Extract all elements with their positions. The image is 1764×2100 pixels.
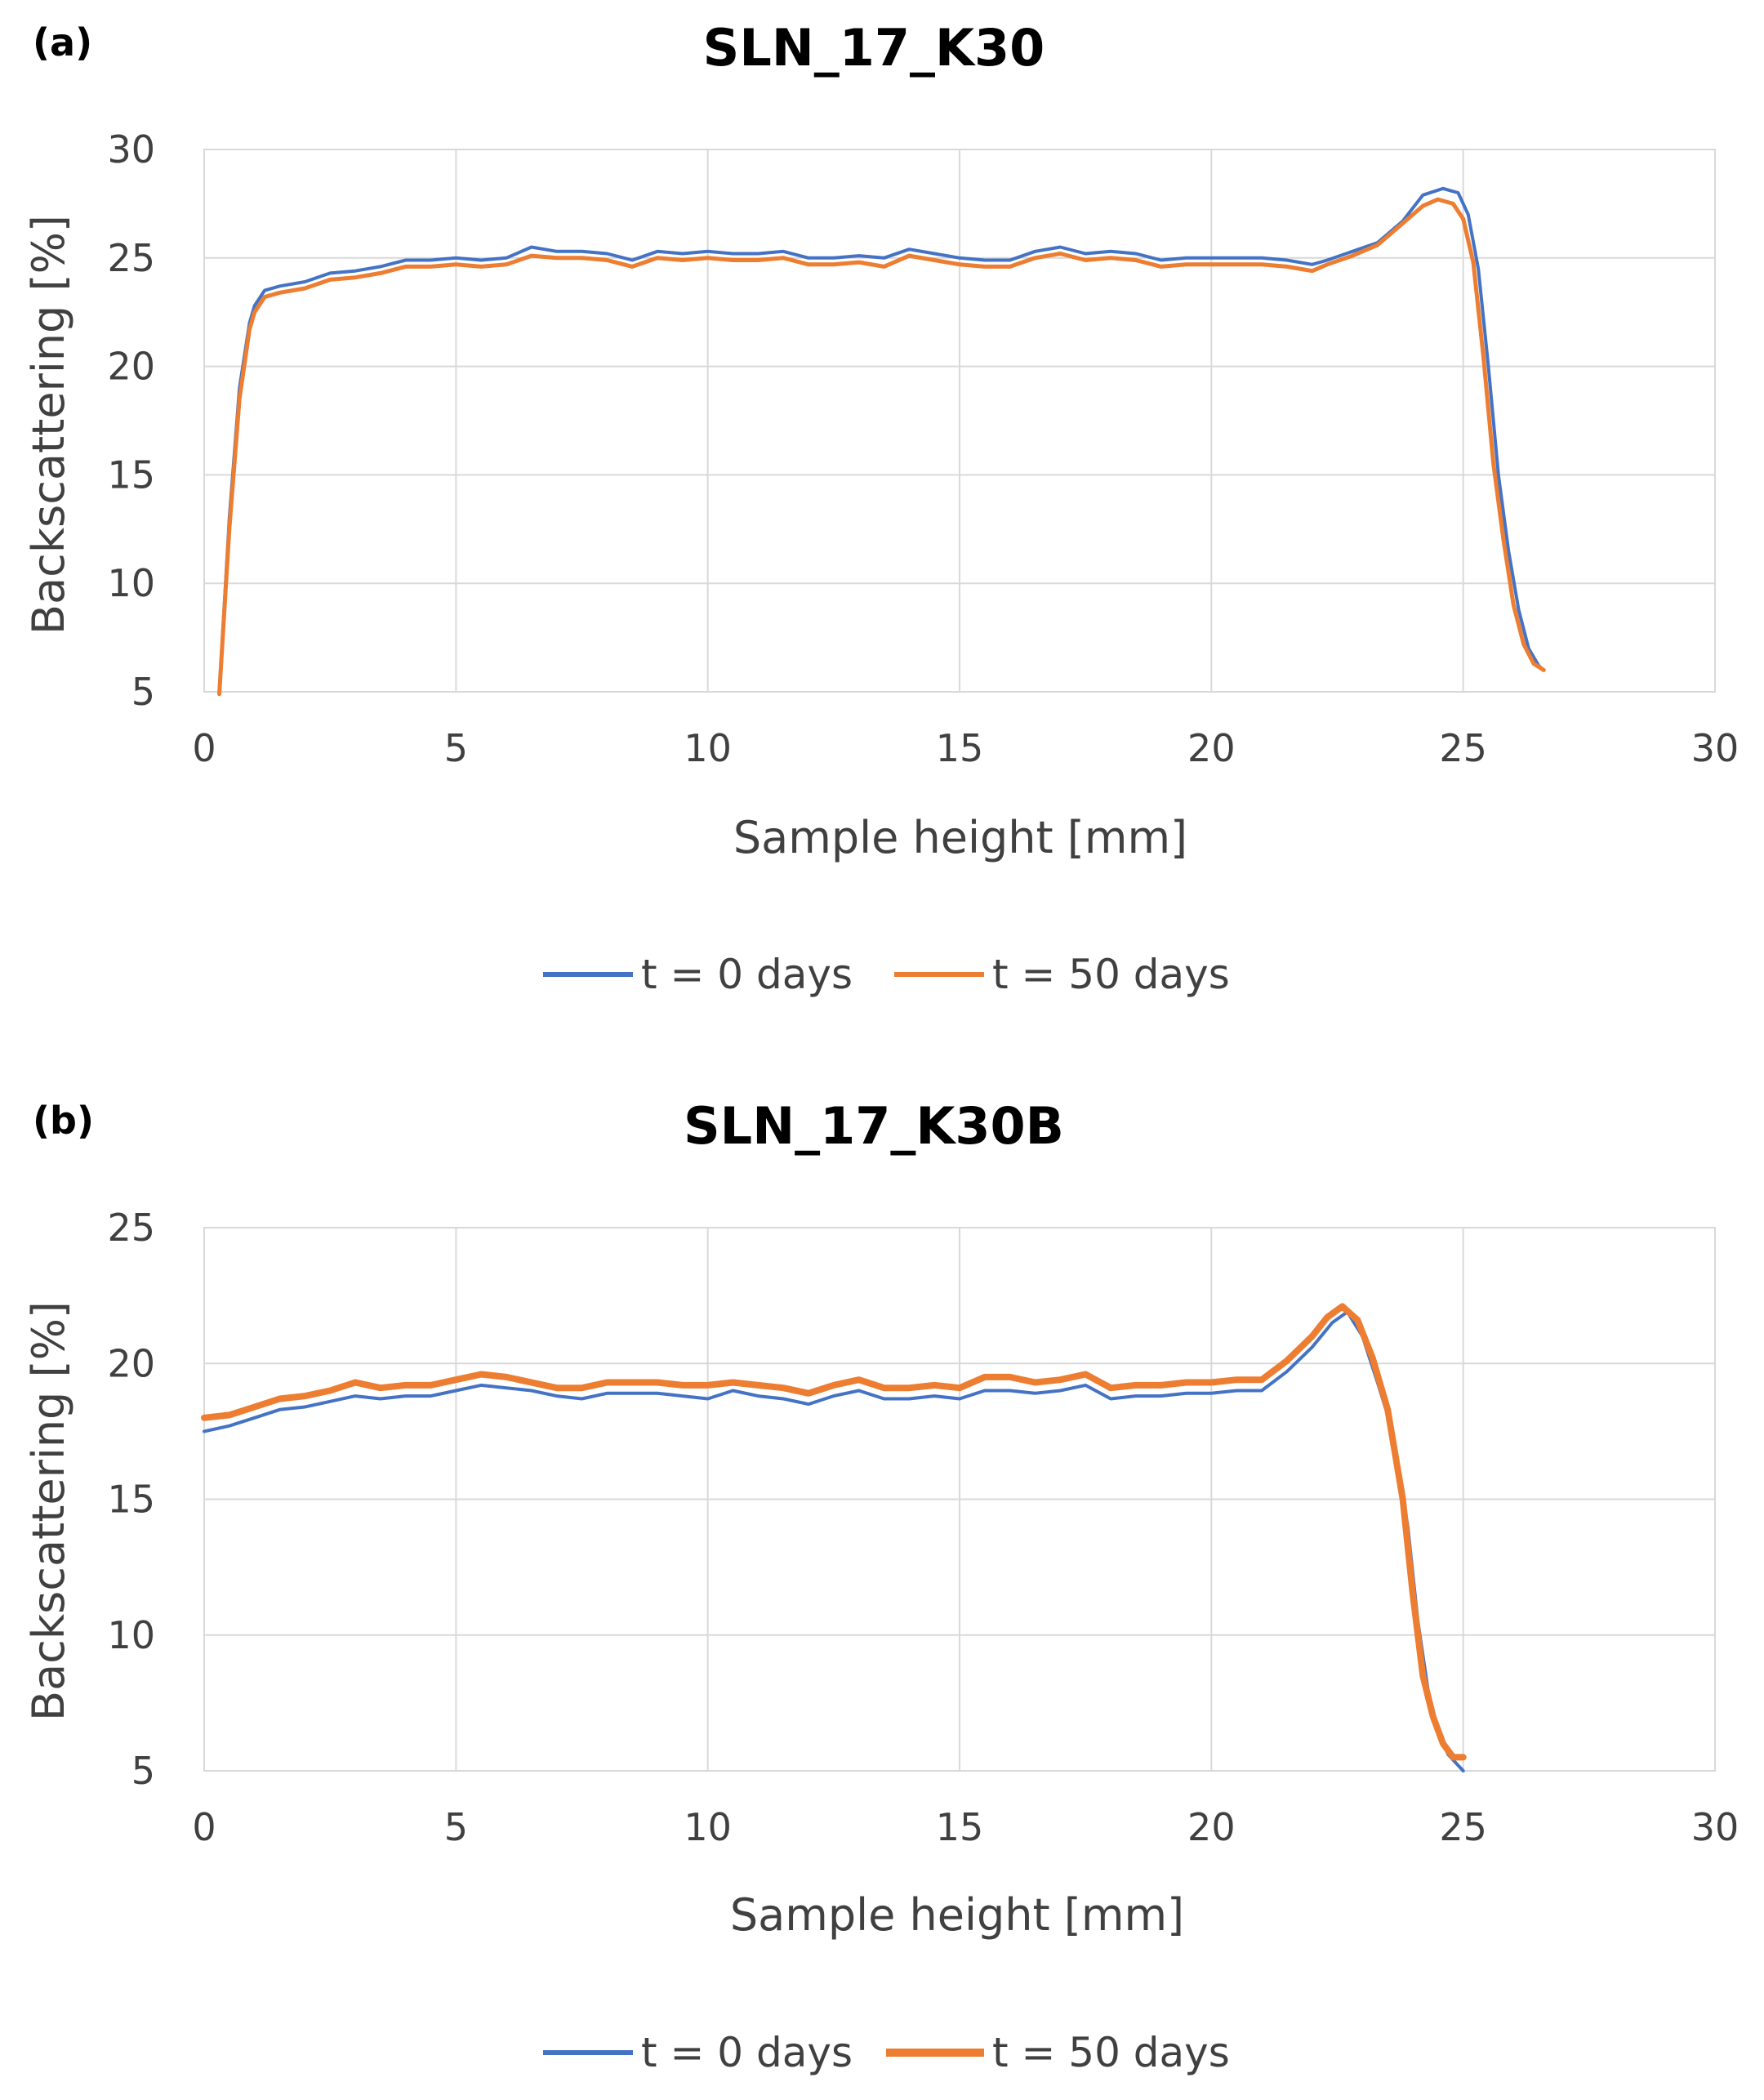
chart-title: SLN_17_K30B — [684, 1096, 1064, 1156]
legend: t = 0 days t = 50 days — [543, 951, 1230, 998]
y-tick-label: 20 — [107, 345, 155, 389]
x-axis-label: Sample height [mm] — [733, 812, 1187, 863]
x-tick-label: 5 — [444, 1805, 468, 1849]
y-tick-label: 5 — [131, 670, 155, 714]
series-line-t0 — [217, 186, 1546, 693]
panel-label-b: (b) — [33, 1099, 94, 1143]
legend: t = 0 days t = 50 days — [543, 2029, 1230, 2076]
x-tick-label: 15 — [936, 1805, 984, 1849]
y-tick-label: 15 — [107, 1478, 155, 1522]
x-tick-label: 15 — [936, 726, 984, 770]
y-tick-label: 10 — [107, 561, 155, 605]
series-line-t0 — [203, 1310, 1465, 1772]
y-tick-label: 25 — [107, 1206, 155, 1250]
x-tick-label: 20 — [1187, 726, 1236, 770]
legend-label: t = 0 days — [641, 951, 853, 998]
series-line-t50 — [201, 1303, 1467, 1761]
y-tick-label: 10 — [107, 1613, 155, 1657]
x-tick-label: 10 — [684, 726, 732, 770]
chart-panel-a: (a) SLN_17_K30 0 5 10 15 20 25 30 5 10 15 20 25 30 S… — [23, 18, 1740, 998]
x-tick-label: 20 — [1187, 1805, 1236, 1849]
x-tick-label: 0 — [192, 1805, 216, 1849]
y-tick-label: 20 — [107, 1341, 155, 1385]
y-tick-label: 15 — [107, 453, 155, 497]
x-tick-label: 30 — [1691, 1805, 1740, 1849]
x-tick-label: 10 — [684, 1805, 732, 1849]
panel-label-a: (a) — [33, 20, 92, 65]
y-tick-label: 25 — [107, 236, 155, 280]
y-axis-label: Backscattering [%] — [23, 215, 74, 635]
series-line-t50 — [217, 197, 1546, 697]
legend-label: t = 0 days — [641, 2029, 853, 2076]
x-tick-label: 0 — [192, 726, 216, 770]
x-axis-label: Sample height [mm] — [730, 1889, 1184, 1941]
legend-label: t = 50 days — [992, 2029, 1230, 2076]
x-tick-label: 5 — [444, 726, 468, 770]
y-tick-label: 5 — [131, 1749, 155, 1793]
chart-title: SLN_17_K30 — [703, 18, 1045, 78]
legend-label: t = 50 days — [992, 951, 1230, 998]
x-tick-label: 25 — [1439, 1805, 1487, 1849]
y-axis-label: Backscattering [%] — [23, 1301, 74, 1721]
y-tick-label: 30 — [107, 127, 155, 172]
x-tick-label: 30 — [1691, 726, 1740, 770]
x-tick-label: 25 — [1439, 726, 1487, 770]
chart-panel-b: (b) SLN_17_K30B 0 5 10 15 20 25 30 5 10 15 20 25 Sa… — [0, 1078, 1764, 2100]
